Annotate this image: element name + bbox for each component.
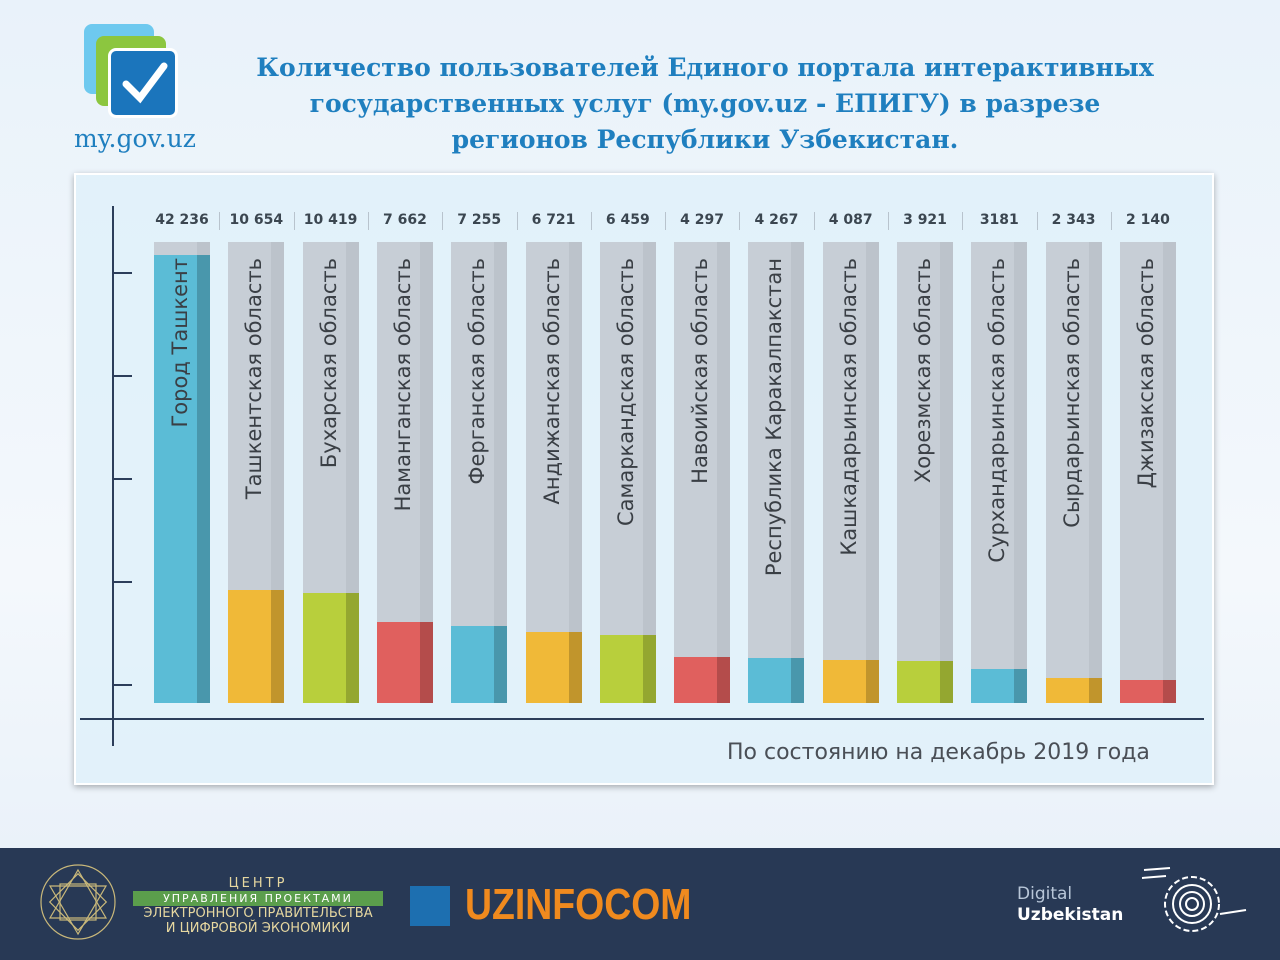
value-label: 10 419 bbox=[303, 212, 358, 228]
bar bbox=[971, 669, 1028, 703]
separator bbox=[665, 212, 667, 230]
category-label: Сурхандарьинская область bbox=[985, 258, 1010, 563]
digital-text: Digital bbox=[1017, 884, 1073, 904]
separator bbox=[962, 212, 964, 230]
separator bbox=[813, 212, 815, 230]
bar-track bbox=[451, 242, 508, 703]
bar-track bbox=[302, 242, 359, 703]
category-label: Сырдарьинская область bbox=[1059, 258, 1084, 528]
uzbekistan-text: Uzbekistan bbox=[1017, 905, 1124, 925]
bar-track bbox=[525, 242, 582, 703]
page-title: Количество пользователей Единого портала… bbox=[240, 50, 1170, 158]
bar bbox=[525, 631, 582, 703]
logo-text: my.gov.uz bbox=[74, 124, 196, 153]
center-line: УПРАВЛЕНИЯ ПРОЕКТАМИ bbox=[133, 891, 383, 906]
bar-track bbox=[599, 242, 656, 703]
separator bbox=[590, 212, 592, 230]
value-label: 4 297 bbox=[680, 212, 725, 228]
value-label: 3 921 bbox=[903, 212, 947, 228]
separator bbox=[293, 212, 295, 230]
category-label: Навоийская область bbox=[688, 258, 713, 484]
center-line: ЭЛЕКТРОННОГО ПРАВИТЕЛЬСТВА bbox=[143, 906, 373, 921]
category-label: Наманганская область bbox=[390, 258, 415, 512]
center-line: ЦЕНТР bbox=[228, 876, 288, 891]
checkmark-icon bbox=[122, 62, 168, 104]
y-tick bbox=[114, 581, 132, 583]
separator bbox=[739, 212, 741, 230]
bar-track bbox=[897, 242, 953, 703]
category-label: Хорезмская область bbox=[911, 258, 935, 484]
category-label: Ташкентская область bbox=[242, 258, 267, 500]
title-line: регионов Республики Узбекистан. bbox=[451, 125, 959, 154]
y-tick bbox=[114, 272, 132, 274]
value-label: 42 236 bbox=[155, 212, 209, 228]
bar-track bbox=[674, 242, 731, 703]
separator bbox=[1110, 212, 1112, 230]
title-line: Количество пользователей Единого портала… bbox=[256, 53, 1154, 82]
bar bbox=[748, 657, 805, 703]
x-axis bbox=[80, 718, 1204, 720]
mygov-logo bbox=[78, 20, 188, 130]
y-axis bbox=[112, 206, 114, 746]
bar bbox=[302, 592, 359, 703]
category-label: Самаркандская область bbox=[613, 258, 638, 527]
value-label: 2 343 bbox=[1051, 212, 1096, 228]
category-label: Андижанская область bbox=[539, 258, 564, 505]
digital-uzbekistan-logo: Digital Uzbekistan bbox=[1017, 884, 1123, 926]
bar bbox=[1045, 678, 1102, 703]
bar-track bbox=[748, 242, 805, 703]
category-label: Ферганская область bbox=[465, 258, 490, 485]
value-label: 3181 bbox=[979, 212, 1019, 228]
value-label: 7 662 bbox=[382, 212, 427, 228]
category-label: Бухарская область bbox=[316, 258, 341, 469]
category-label: Кашкадарьинская область bbox=[836, 258, 861, 556]
fingerprint-map-icon bbox=[1141, 867, 1247, 932]
separator bbox=[442, 212, 444, 230]
value-label: 6 459 bbox=[605, 212, 650, 228]
uzinfocom-icon bbox=[410, 886, 450, 926]
y-tick bbox=[114, 684, 132, 686]
value-label: 2 140 bbox=[1125, 212, 1170, 228]
title-line: государственных услуг (my.gov.uz - ЕПИГУ… bbox=[309, 89, 1101, 118]
bar bbox=[674, 657, 731, 703]
y-tick bbox=[114, 478, 132, 480]
bar-track bbox=[1119, 242, 1176, 703]
category-label: Город Ташкент bbox=[168, 258, 192, 428]
separator bbox=[219, 212, 221, 230]
bar-track bbox=[376, 242, 433, 703]
bar-track bbox=[154, 242, 210, 703]
value-label: 10 654 bbox=[229, 212, 284, 228]
value-label: 4 087 bbox=[828, 212, 873, 228]
value-label: 4 267 bbox=[754, 212, 799, 228]
uzinfocom-logo: UZINFOCOM bbox=[465, 880, 692, 929]
center-line: И ЦИФРОВОЙ ЭКОНОМИКИ bbox=[165, 921, 351, 936]
separator bbox=[516, 212, 518, 230]
bar-track bbox=[822, 242, 879, 703]
bar bbox=[228, 590, 285, 703]
separator bbox=[367, 212, 369, 230]
separator bbox=[1036, 212, 1038, 230]
bar-track bbox=[1045, 242, 1102, 703]
category-label: Джизакская область bbox=[1133, 258, 1158, 489]
bar bbox=[897, 661, 953, 703]
y-tick bbox=[114, 375, 132, 377]
bar-track bbox=[228, 242, 285, 703]
separator bbox=[888, 212, 889, 230]
bar bbox=[822, 659, 879, 703]
bar bbox=[376, 621, 433, 703]
bar bbox=[1119, 680, 1176, 703]
value-label: 6 721 bbox=[531, 212, 576, 228]
center-emblem-icon bbox=[40, 864, 116, 940]
center-logo-text: ЦЕНТР УПРАВЛЕНИЯ ПРОЕКТАМИ ЭЛЕКТРОННОГО … bbox=[133, 876, 383, 936]
value-label: 7 255 bbox=[457, 212, 502, 228]
category-label: Республика Каракалпакстан bbox=[762, 258, 787, 577]
bar bbox=[599, 634, 656, 703]
bar-track bbox=[971, 242, 1028, 703]
chart-annotation: По состоянию на декабрь 2019 года bbox=[727, 740, 1150, 765]
bar bbox=[451, 626, 508, 703]
